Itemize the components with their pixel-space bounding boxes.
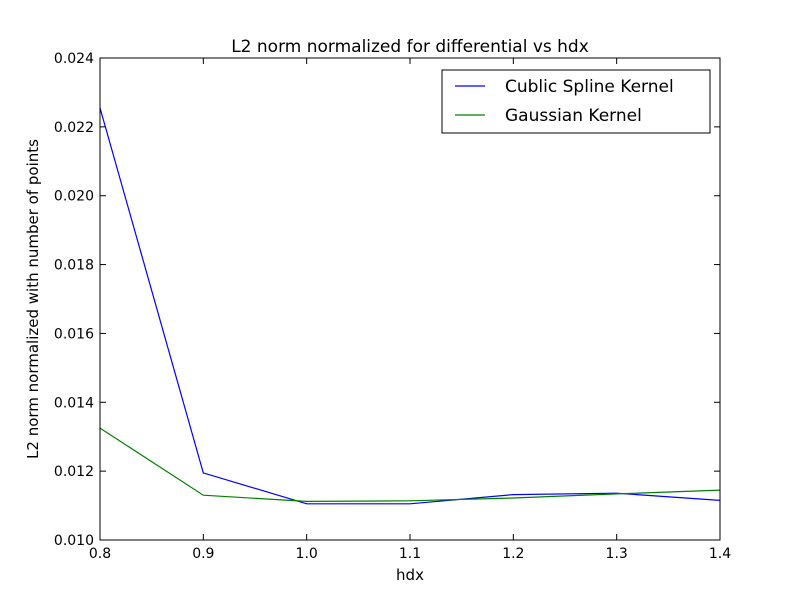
chart-title: L2 norm normalized for differential vs h… (231, 37, 589, 57)
x-tick-label: 0.9 (192, 546, 214, 562)
y-tick-label: 0.022 (54, 120, 94, 136)
y-tick-label: 0.014 (54, 395, 94, 411)
x-tick-label: 0.8 (89, 546, 111, 562)
legend-box (441, 69, 711, 134)
y-tick-label: 0.016 (54, 326, 94, 342)
legend-entry: Gaussian Kernel (505, 106, 642, 126)
legend-entry: Cublic Spline Kernel (505, 77, 674, 97)
y-tick-label: 0.018 (54, 258, 94, 274)
y-tick-label: 0.010 (54, 533, 94, 549)
x-tick-label: 1.3 (606, 546, 628, 562)
x-axis-label: hdx (396, 566, 424, 584)
x-tick-label: 1.4 (709, 546, 731, 562)
plot-frame (99, 57, 721, 541)
x-tick-label: 1.1 (399, 546, 421, 562)
x-tick-label: 1.2 (502, 546, 524, 562)
x-tick-label: 1.0 (296, 546, 318, 562)
y-tick-label: 0.020 (54, 189, 94, 205)
series-lines (99, 107, 721, 505)
series-line-2 (99, 427, 721, 503)
y-axis-label: L2 norm normalized with number of points (24, 139, 42, 459)
y-tick-label: 0.012 (54, 464, 94, 480)
axis-ticks: 0.8 0.9 1.0 1.1 1.2 1.3 1.4 0.010 0.012 0.014 0.01… (54, 51, 731, 562)
legend: Cublic Spline Kernel Gaussian Kernel (441, 69, 711, 134)
series-line-1 (99, 107, 721, 505)
y-tick-label: 0.024 (54, 51, 94, 67)
